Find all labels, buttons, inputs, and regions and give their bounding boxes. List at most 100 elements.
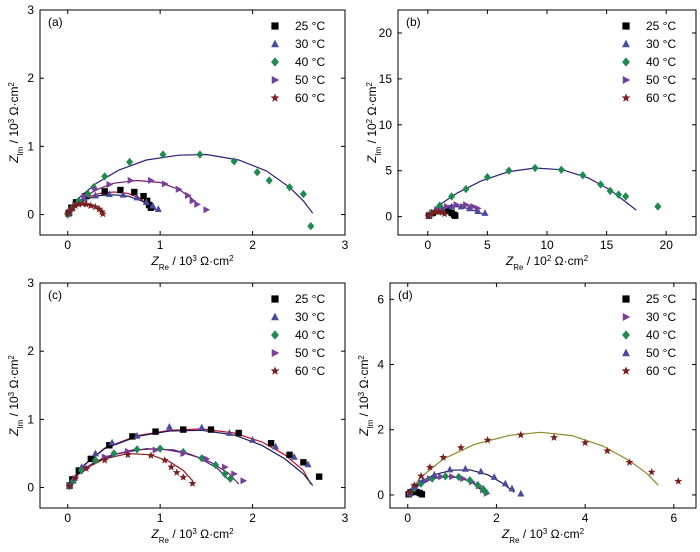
- data-point: [299, 189, 307, 199]
- fit-line: [67, 153, 314, 215]
- data-point: [95, 204, 104, 213]
- x-title-part: Z: [150, 527, 159, 541]
- y-tick-label: 2: [27, 344, 34, 358]
- data-point: [286, 183, 294, 192]
- data-point: [152, 446, 160, 454]
- legend-label: 40 °C: [646, 328, 676, 342]
- legend-label: 60 °C: [295, 364, 325, 378]
- y-axis-title: ZIm / 103 Ω·cm2: [7, 82, 25, 164]
- panel-label: (c): [48, 288, 62, 302]
- data-point: [448, 192, 456, 201]
- data-point: [418, 491, 426, 498]
- data-point: [203, 455, 211, 463]
- y-title-part: Z: [357, 428, 371, 437]
- data-point: [100, 456, 109, 464]
- data-point: [91, 456, 99, 465]
- data-point: [581, 438, 590, 447]
- data-point: [490, 473, 498, 480]
- data-point: [440, 209, 449, 218]
- x-tick-label: 1: [157, 511, 164, 525]
- data-point: [119, 190, 127, 198]
- data-point: [474, 207, 482, 215]
- x-title-part: 2: [229, 527, 234, 536]
- data-point: [481, 487, 489, 496]
- data-point: [101, 188, 108, 195]
- data-point: [179, 473, 188, 481]
- plot-area: [424, 163, 662, 220]
- legend-marker: [271, 39, 279, 48]
- data-point: [466, 204, 474, 212]
- legend-marker: [271, 330, 279, 340]
- y-title-part: Im: [374, 146, 383, 155]
- data-point: [647, 467, 656, 476]
- data-point: [579, 171, 587, 180]
- legend-marker: [270, 366, 280, 375]
- x-title-part: / 10: [524, 254, 548, 268]
- y-title-part: Ω·cm: [357, 360, 371, 392]
- x-title-part: / 10: [169, 254, 193, 268]
- data-point: [448, 202, 456, 210]
- y-tick-label: 3: [27, 3, 34, 17]
- data-point: [101, 172, 109, 181]
- data-point: [172, 468, 181, 476]
- data-point: [189, 197, 197, 205]
- data-point: [230, 157, 238, 166]
- y-axis-title: ZIm / 103 Ω·cm2: [7, 355, 25, 437]
- data-point: [431, 207, 439, 216]
- legend-marker: [622, 22, 630, 30]
- y-axis-title: ZIm / 102 Ω·cm2: [365, 82, 383, 164]
- x-title-part: Z: [150, 254, 159, 268]
- x-title-part: 3: [543, 527, 548, 536]
- data-point: [203, 206, 211, 214]
- data-point: [417, 471, 425, 480]
- data-point: [65, 482, 74, 490]
- legend-marker: [271, 76, 280, 84]
- data-point: [86, 201, 95, 210]
- data-point: [479, 484, 487, 494]
- y-tick-label: 0: [27, 208, 34, 222]
- x-tick-label: 3: [342, 238, 349, 252]
- plot-frame: [39, 9, 346, 236]
- data-point: [470, 203, 477, 211]
- plot-frame: [39, 282, 346, 509]
- x-title-part: Ω·cm: [547, 527, 579, 541]
- data-point: [622, 192, 630, 201]
- data-point: [603, 446, 612, 455]
- x-tick-label: 2: [249, 238, 256, 252]
- data-point: [221, 463, 229, 471]
- x-title-part: / 10: [169, 527, 193, 541]
- plot-area: [63, 150, 315, 231]
- data-point: [92, 185, 100, 193]
- data-point: [466, 476, 474, 485]
- y-tick-label: 10: [379, 118, 393, 132]
- data-point: [474, 204, 482, 212]
- data-point: [161, 180, 169, 188]
- data-point: [272, 442, 280, 450]
- data-point: [81, 192, 89, 200]
- panel-label: (d): [398, 288, 413, 302]
- data-point: [625, 458, 634, 466]
- data-point: [175, 185, 183, 193]
- y-tick-label: 1: [27, 412, 34, 426]
- data-point: [434, 207, 443, 215]
- data-point: [428, 474, 436, 483]
- x-title-part: Re: [513, 263, 524, 272]
- x-tick-label: 0: [404, 511, 411, 525]
- data-point: [424, 212, 433, 220]
- legend-label: 30 °C: [295, 310, 325, 324]
- y-tick-label: 15: [379, 72, 393, 86]
- x-tick-label: 0: [424, 238, 431, 252]
- x-tick-label: 10: [540, 238, 554, 252]
- x-tick-label: 0: [64, 238, 71, 252]
- y-title-part: Im: [16, 146, 25, 155]
- plot-area: [405, 430, 683, 498]
- plot-area: [65, 423, 323, 491]
- data-point: [167, 462, 176, 471]
- data-point: [78, 466, 86, 475]
- legend-label: 60 °C: [646, 364, 676, 378]
- x-title-part: 3: [192, 254, 197, 263]
- data-point: [71, 473, 80, 482]
- data-point: [406, 488, 414, 496]
